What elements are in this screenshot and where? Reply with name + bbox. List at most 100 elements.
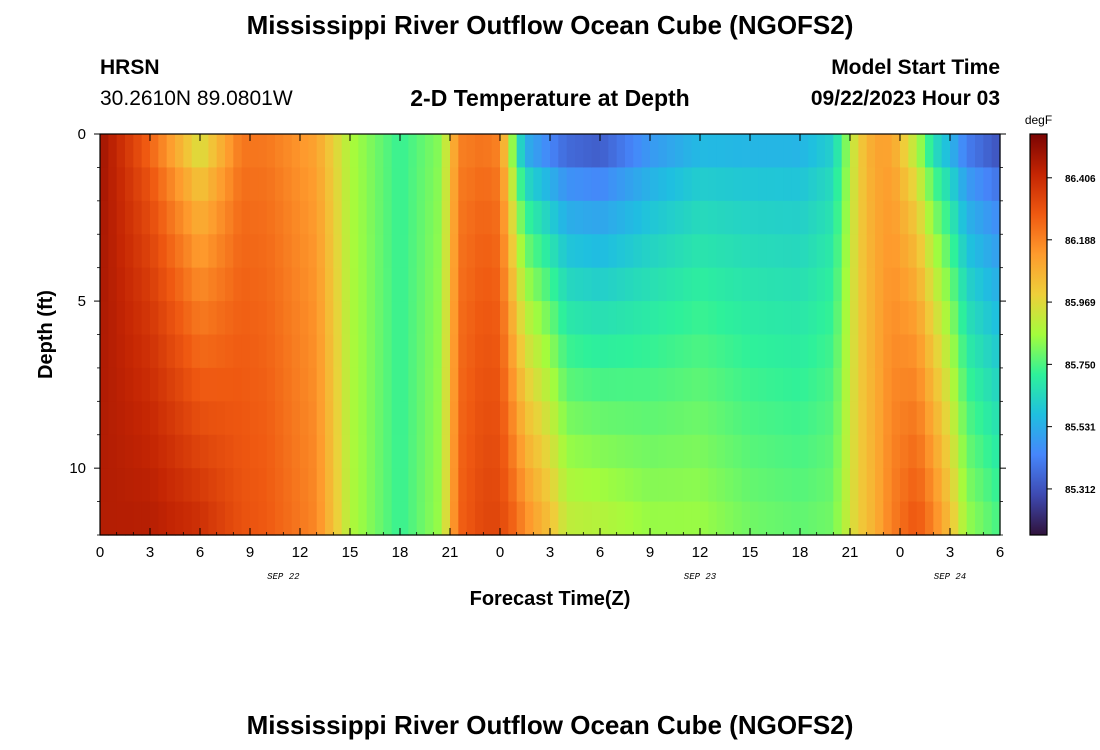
heatmap-cell: [441, 267, 451, 302]
heatmap-cell: [625, 367, 634, 402]
heatmap-cell: [775, 434, 784, 469]
heatmap-cell: [733, 434, 743, 469]
heatmap-cell: [450, 334, 459, 369]
heatmap-cell: [700, 301, 709, 336]
heatmap-cell: [166, 301, 176, 336]
heatmap-cell: [883, 401, 893, 436]
heatmap-cell: [783, 434, 793, 469]
heatmap-cell: [741, 234, 751, 269]
heatmap-cell: [733, 167, 743, 202]
heatmap-cell: [608, 200, 618, 235]
heatmap-cell: [725, 434, 734, 469]
heatmap-cell: [783, 401, 793, 436]
heatmap-cell: [958, 234, 968, 269]
heatmap-cell: [133, 234, 143, 269]
heatmap-cell: [725, 200, 734, 235]
heatmap-cell: [733, 267, 743, 302]
heatmap-cell: [266, 468, 276, 503]
x-tick-label: 0: [496, 544, 504, 561]
heatmap-cell: [250, 334, 259, 369]
heatmap-cell: [450, 434, 459, 469]
heatmap-cell: [966, 200, 976, 235]
heatmap-cell: [275, 434, 284, 469]
heatmap-cell: [508, 134, 518, 169]
heatmap-cell: [375, 134, 384, 169]
heatmap-cell: [458, 434, 468, 469]
heatmap-cell: [233, 401, 243, 436]
heatmap-cell: [641, 401, 651, 436]
heatmap-cell: [208, 134, 218, 169]
heatmap-cell: [400, 501, 409, 536]
heatmap-cell: [533, 301, 543, 336]
heatmap-cell: [791, 301, 801, 336]
heatmap-cell: [266, 234, 276, 269]
heatmap-cell: [275, 234, 284, 269]
heatmap-cell: [133, 334, 143, 369]
heatmap-cell: [458, 334, 468, 369]
heatmap-cell: [925, 401, 934, 436]
heatmap-cell: [258, 434, 268, 469]
heatmap-cell: [266, 134, 276, 169]
heatmap-cell: [791, 434, 801, 469]
heatmap-cell: [333, 234, 343, 269]
heatmap-cell: [466, 200, 476, 235]
heatmap-cell: [633, 468, 643, 503]
heatmap-cell: [841, 434, 851, 469]
heatmap-cell: [183, 334, 193, 369]
heatmap-cell: [191, 468, 201, 503]
heatmap-cell: [466, 501, 476, 536]
heatmap-cell: [216, 267, 226, 302]
heatmap-cell: [808, 301, 818, 336]
heatmap-cell: [200, 301, 209, 336]
heatmap-cell: [466, 234, 476, 269]
heatmap-cell: [258, 468, 268, 503]
heatmap-cell: [858, 200, 868, 235]
heatmap-cell: [883, 434, 893, 469]
heatmap-cell: [500, 301, 509, 336]
heatmap-cell: [658, 267, 668, 302]
heatmap-cell: [866, 501, 876, 536]
heatmap-cell: [133, 267, 143, 302]
heatmap-cell: [916, 401, 926, 436]
model-start-label: Model Start Time: [831, 56, 1000, 79]
heatmap-cell: [225, 167, 234, 202]
heatmap-cell: [425, 401, 434, 436]
heatmap-cell: [250, 434, 259, 469]
x-tick-label: 0: [96, 544, 104, 561]
heatmap-cell: [333, 301, 343, 336]
heatmap-cell: [533, 134, 543, 169]
heatmap-cell: [275, 134, 284, 169]
heatmap-cell: [141, 167, 151, 202]
heatmap-cell: [875, 167, 884, 202]
heatmap-cell: [650, 301, 659, 336]
heatmap-cell: [183, 501, 193, 536]
heatmap-cell: [200, 234, 209, 269]
heatmap-cell: [783, 501, 793, 536]
heatmap-cell: [600, 334, 609, 369]
heatmap-cell: [216, 501, 226, 536]
heatmap-cell: [258, 334, 268, 369]
heatmap-cell: [375, 167, 384, 202]
heatmap-cell: [416, 367, 426, 402]
y-tick-label: 5: [78, 293, 86, 310]
heatmap-cell: [783, 134, 793, 169]
heatmap-cell: [208, 167, 218, 202]
heatmap-cell: [558, 134, 568, 169]
heatmap-cell: [641, 434, 651, 469]
heatmap-cell: [858, 468, 868, 503]
heatmap-cell: [300, 200, 309, 235]
heatmap-cell: [858, 334, 868, 369]
heatmap-cell: [366, 401, 376, 436]
heatmap-cell: [650, 434, 659, 469]
heatmap-cell: [166, 200, 176, 235]
heatmap-cell: [383, 301, 393, 336]
heatmap-cell: [883, 501, 893, 536]
heatmap-cell: [141, 434, 151, 469]
heatmap-cell: [400, 267, 409, 302]
heatmap-cell: [825, 334, 834, 369]
heatmap-cell: [866, 334, 876, 369]
heatmap-cell: [158, 401, 168, 436]
heatmap-cell: [608, 167, 618, 202]
heatmap-cell: [316, 501, 326, 536]
heatmap-cell: [391, 267, 401, 302]
